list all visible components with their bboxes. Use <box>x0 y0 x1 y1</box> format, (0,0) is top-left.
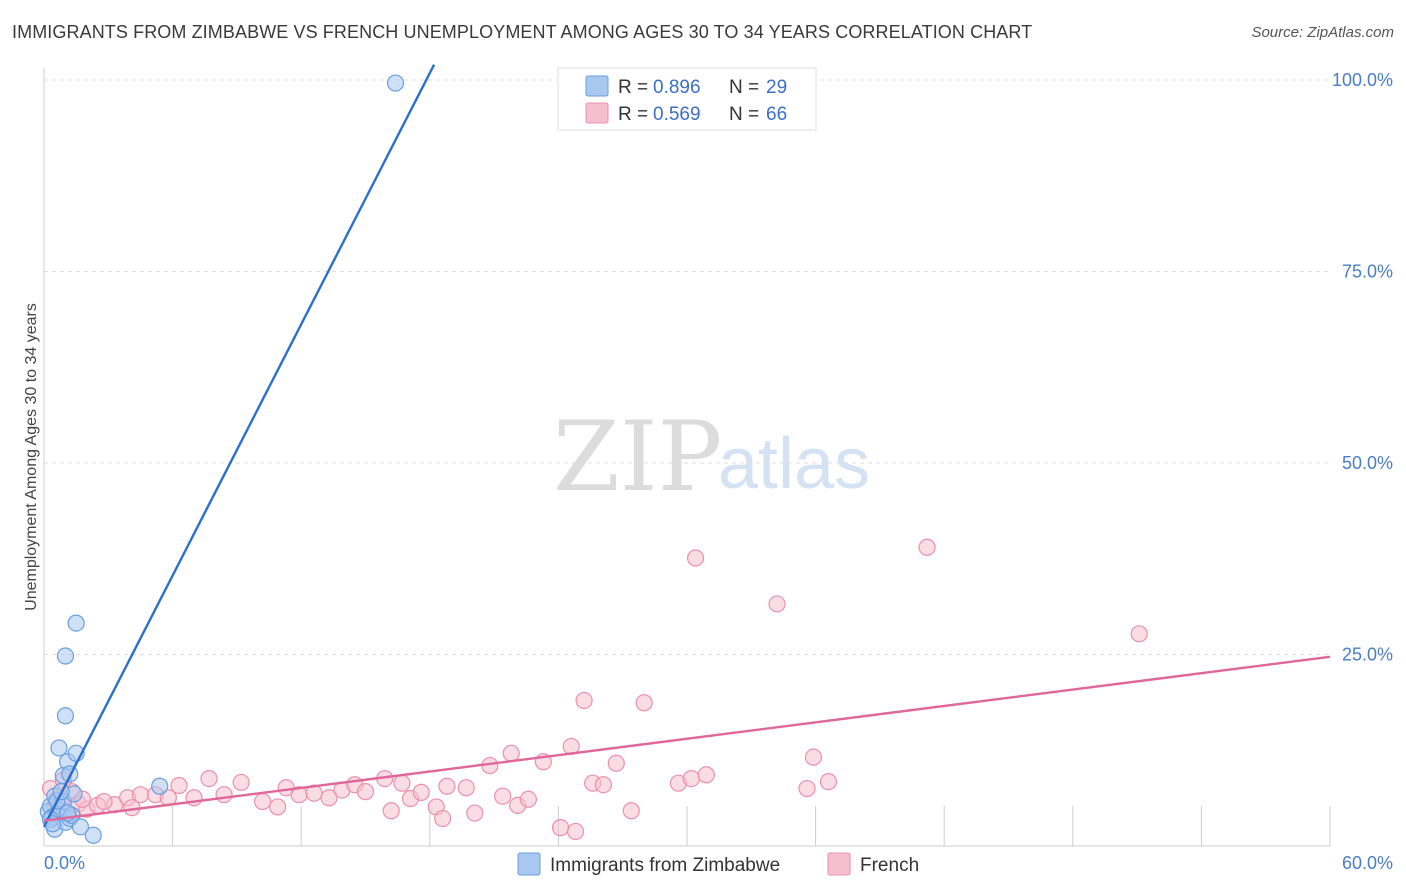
zimbabwe-point <box>50 739 68 757</box>
french-point <box>682 769 700 788</box>
french-point <box>95 792 113 811</box>
legend-swatch-zimbabwe <box>585 75 609 97</box>
french-point <box>635 694 653 712</box>
french-point <box>356 783 375 801</box>
y-tick-label: 25.0% <box>1342 645 1393 665</box>
french-point <box>686 549 705 567</box>
zimbabwe-point <box>71 818 90 836</box>
y-tick-label: 100.0% <box>1332 70 1393 90</box>
zimbabwe-trend-line <box>42 64 436 828</box>
french-point <box>269 798 287 816</box>
french-trend-line <box>43 655 1331 822</box>
zimbabwe-point <box>151 777 169 795</box>
french-point <box>918 538 936 556</box>
zimbabwe-point <box>56 647 75 665</box>
x-tick-label: 60.0% <box>1342 853 1393 873</box>
french-point <box>622 802 640 820</box>
french-point <box>594 776 613 794</box>
french-point <box>1130 625 1148 643</box>
french-point <box>819 773 838 791</box>
y-axis-title: Unemployment Among Ages 30 to 34 years <box>23 303 40 611</box>
y-tick-label: 50.0% <box>1342 453 1393 473</box>
french-point <box>494 787 512 805</box>
zimbabwe-point <box>67 614 85 632</box>
french-point <box>393 774 411 792</box>
french-point <box>232 773 250 792</box>
legend-r-label-zimbabwe: R = <box>618 77 648 98</box>
legend-r-label-french: R = <box>618 104 648 125</box>
french-point <box>200 769 218 788</box>
french-point <box>566 822 585 841</box>
watermark-atlas: atlas <box>718 424 870 504</box>
french-point <box>607 754 625 772</box>
french-point <box>434 809 452 828</box>
french-point <box>412 783 430 801</box>
french-point <box>320 789 338 807</box>
french-point <box>551 819 570 837</box>
french-point <box>438 777 456 795</box>
y-tick-label: 75.0% <box>1342 262 1393 282</box>
series-label-zimbabwe: Immigrants from Zimbabwe <box>550 855 780 876</box>
french-point <box>170 776 188 795</box>
french-point <box>382 802 400 820</box>
french-point <box>254 792 272 811</box>
french-point <box>466 804 484 822</box>
french-point <box>798 779 816 798</box>
french-point <box>768 595 786 613</box>
trend-lines <box>42 64 1331 828</box>
chart-title: IMMIGRANTS FROM ZIMBABWE VS FRENCH UNEMP… <box>12 22 1033 42</box>
legend-swatch-french <box>585 102 609 124</box>
french-point <box>457 779 475 797</box>
french-point <box>215 786 233 804</box>
legend-n-zimbabwe: 29 <box>766 77 787 98</box>
legend-r-french: 0.569 <box>653 104 701 125</box>
legend-r-zimbabwe: 0.896 <box>653 77 701 98</box>
x-tick-label: 0.0% <box>44 853 85 873</box>
series-label-french: French <box>860 855 919 876</box>
french-points <box>41 538 1148 841</box>
x-tick-labels: 0.0% 60.0% <box>44 853 1393 873</box>
series-swatch-zimbabwe <box>517 852 541 876</box>
legend-n-label-zimbabwe: N = <box>729 77 759 98</box>
watermark-zip: ZIP <box>553 401 722 513</box>
legend-n-french: 66 <box>766 104 787 125</box>
french-point <box>804 748 823 766</box>
french-point <box>502 744 520 762</box>
series-swatch-french <box>827 852 851 876</box>
correlation-legend: R = 0.896 N = 29 R = 0.569 N = 66 <box>557 67 817 131</box>
series-legend: Immigrants from Zimbabwe French <box>517 852 919 876</box>
french-point <box>519 790 537 808</box>
zimbabwe-point <box>386 74 405 92</box>
legend-n-label-french: N = <box>729 104 759 125</box>
zimbabwe-point <box>84 826 102 844</box>
french-point <box>575 691 593 710</box>
y-tick-labels: 25.0% 50.0% 75.0% 100.0% <box>1332 70 1393 665</box>
gridlines <box>44 79 1330 655</box>
french-point <box>697 766 715 784</box>
zimbabwe-point <box>56 707 75 725</box>
chart-source: Source: ZipAtlas.com <box>1251 24 1394 41</box>
